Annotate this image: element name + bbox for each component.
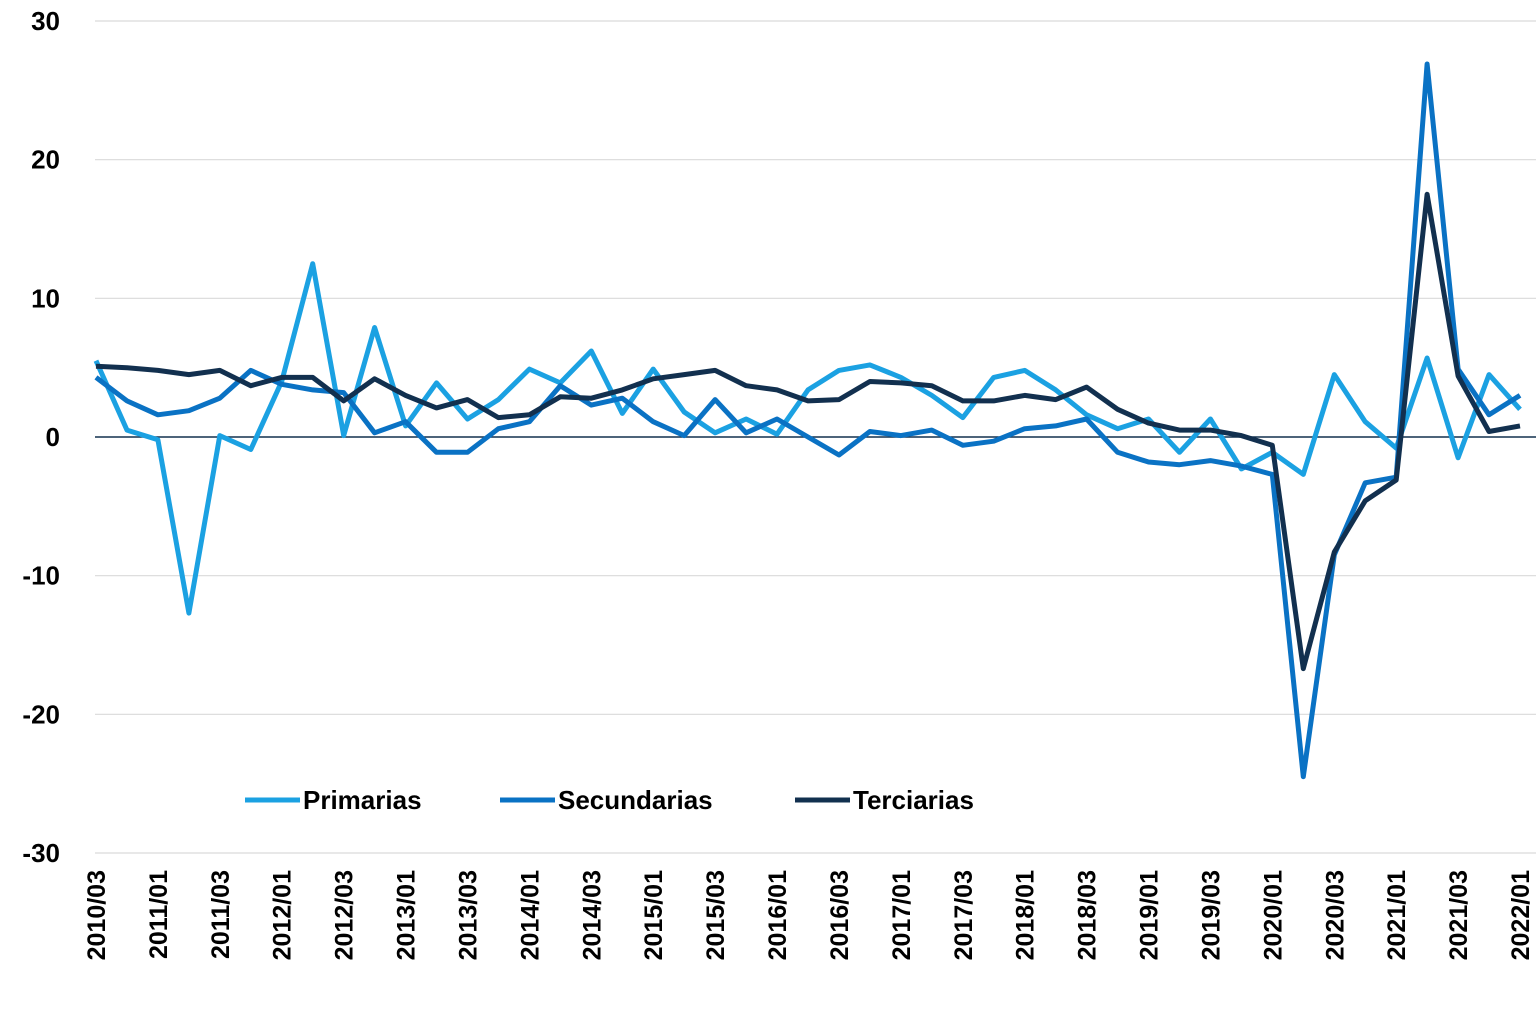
x-tick-label: 2015/03 [702,870,730,960]
x-tick-label: 2010/03 [83,870,111,960]
x-tick-label: 2021/01 [1383,870,1411,960]
x-tick-label: 2019/03 [1197,870,1225,960]
y-tick-label: -10 [22,561,60,591]
y-tick-label: 0 [46,422,60,452]
x-tick-label: 2017/03 [950,870,978,960]
y-tick-label: 30 [31,6,60,36]
series-line [94,61,1522,780]
x-tick-label: 2018/01 [1012,870,1040,960]
x-tick-label: 2011/03 [207,870,235,959]
series-line [95,191,1521,672]
x-tick-label: 2022/01 [1507,870,1535,960]
y-tick-label: 10 [31,283,60,313]
x-tick-label: 2012/03 [331,870,359,960]
x-tick-label: 2014/01 [516,870,544,960]
x-tick-label: 2016/03 [826,870,854,960]
y-tick-label: -30 [22,838,60,868]
x-tick-label: 2019/01 [1136,870,1164,960]
series-line [93,261,1522,616]
x-tick-label: 2013/03 [454,870,482,960]
x-tick-label: 2020/03 [1321,870,1349,960]
legend-label: Secundarias [558,785,713,815]
x-tick-label: 2016/01 [764,870,792,960]
x-tick-label: 2018/03 [1074,870,1102,960]
x-tick-label: 2021/03 [1445,870,1473,960]
x-tick-label: 2014/03 [578,870,606,960]
y-tick-label: -20 [22,699,60,729]
x-tick-label: 2015/01 [640,870,668,960]
y-tick-label: 20 [31,145,60,175]
x-tick-label: 2017/01 [888,870,916,960]
legend-label: Primarias [303,785,422,815]
legend-label: Terciarias [853,785,974,815]
x-tick-label: 2013/01 [393,870,421,960]
x-tick-label: 2012/01 [269,870,297,960]
x-tick-label: 2020/01 [1259,870,1287,960]
x-tick-label: 2011/01 [145,870,173,959]
